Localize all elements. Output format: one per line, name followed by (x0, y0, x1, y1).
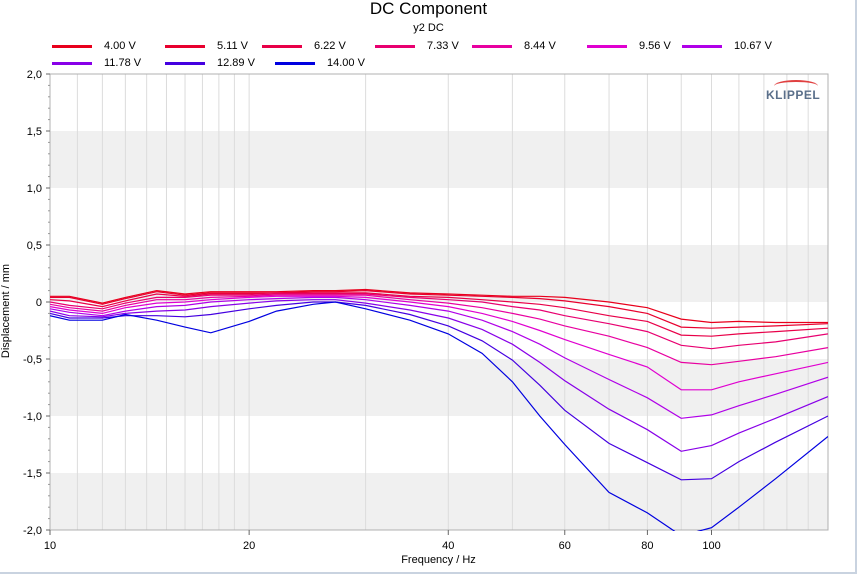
y-tick-label: 1,0 (27, 183, 42, 195)
legend-swatch (262, 45, 302, 48)
legend-label: 14.00 V (327, 57, 365, 69)
series-line-8 (50, 299, 828, 452)
legend-label: 11.78 V (104, 57, 142, 69)
legend-swatch (52, 45, 92, 48)
series-line-10 (50, 301, 828, 531)
y-tick-label: -1,0 (23, 411, 42, 423)
x-axis-label: Frequency / Hz (401, 554, 476, 566)
legend-swatch (165, 62, 205, 65)
y-tick-label: -2,0 (23, 525, 42, 537)
legend-label: 6.22 V (314, 40, 346, 52)
legend-swatch (472, 45, 512, 48)
y-axis-label: Displacement / mm (0, 263, 12, 359)
x-tick-label: 10 (44, 540, 56, 552)
y-tick-label: 0,5 (27, 240, 42, 252)
legend-label: 12.89 V (217, 57, 255, 69)
y-tick-label: 1,5 (27, 126, 42, 138)
y-tick-label: -0,5 (23, 354, 42, 366)
klippel-logo: KLIPPEL (766, 88, 821, 102)
series-line-5 (50, 294, 828, 366)
grid-band (50, 131, 828, 188)
series-line-7 (50, 296, 828, 419)
klippel-logo-arc (774, 80, 818, 92)
legend-swatch (587, 45, 627, 48)
chart-subtitle: y2 DC (413, 22, 444, 34)
legend-label: 8.44 V (524, 40, 556, 52)
legend-swatch (165, 45, 205, 48)
grid-band (50, 245, 828, 302)
legend-swatch (682, 45, 722, 48)
legend-label: 4.00 V (104, 40, 136, 52)
x-tick-label: 20 (243, 540, 255, 552)
y-tick-label: 2,0 (27, 69, 42, 81)
chart-title: DC Component (369, 0, 488, 18)
series-line-4 (50, 293, 828, 350)
series-line-2 (50, 289, 828, 329)
series-line-9 (50, 301, 828, 481)
series-line-3 (50, 292, 828, 337)
grid-band (50, 359, 828, 416)
series-line-6 (50, 295, 828, 391)
x-tick-label: 100 (702, 540, 720, 552)
legend-swatch (52, 62, 92, 65)
x-tick-label: 80 (641, 540, 653, 552)
legend-swatch (275, 62, 315, 65)
y-tick-label: -1,5 (23, 468, 42, 480)
x-tick-label: 60 (559, 540, 571, 552)
x-tick-label: 40 (442, 540, 454, 552)
series-line-1 (50, 288, 828, 324)
legend-label: 5.11 V (217, 40, 248, 52)
legend-swatch (375, 45, 415, 48)
legend-label: 10.67 V (734, 40, 772, 52)
legend-label: 7.33 V (427, 40, 459, 52)
y-tick-label: 0 (36, 297, 42, 309)
grid-band (50, 473, 828, 530)
legend-label: 9.56 V (639, 40, 671, 52)
